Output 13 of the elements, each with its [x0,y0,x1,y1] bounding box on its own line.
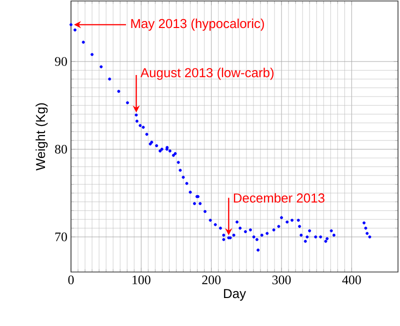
annotation: August 2013 (low-carb) [140,68,274,80]
x-tick-label: 200 [202,276,221,284]
annotation: May 2013 (hypocaloric) [131,18,264,31]
annotation: December 2013 [234,193,324,203]
x-tick-label: 300 [272,276,291,284]
y-axis-title: Weight (Kg) [36,103,48,171]
x-tick-label: 100 [132,276,150,284]
x-tick-label: 0 [68,276,74,284]
y-tick-label: 90 [54,57,67,66]
y-tick-label: 70 [55,232,67,242]
x-tick-label: 400 [342,276,361,284]
x-axis-title: Day [224,289,246,301]
y-tick-label: 80 [55,144,67,154]
